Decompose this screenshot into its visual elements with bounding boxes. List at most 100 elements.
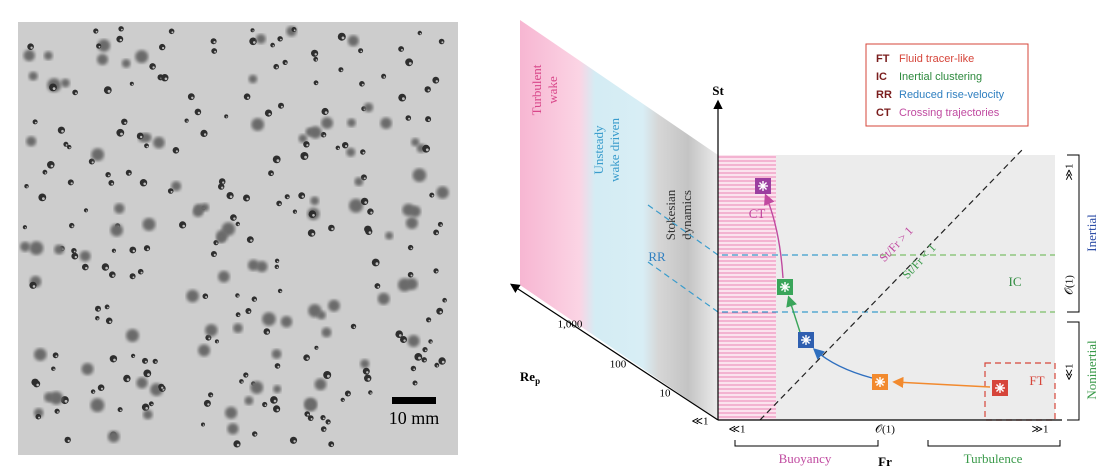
bubble [108,431,120,443]
bubble [36,414,42,420]
bubble-highlight [415,383,417,385]
bubble [30,241,44,255]
bubble-highlight [343,400,344,401]
bubble-highlight [425,350,427,352]
bubble [314,346,318,350]
bubble [50,391,63,404]
bubble [118,407,123,412]
bubble [273,64,279,70]
bubble [351,324,356,329]
bubble [140,179,147,186]
bubble [233,440,240,447]
bubble [262,402,267,407]
bubble [436,186,448,198]
bubble-highlight [399,334,402,337]
legend-abbr: FT [876,53,890,65]
bubble-highlight [338,148,340,150]
bubble [153,137,165,149]
bubble [262,312,276,326]
bubble [313,57,318,62]
bubble-highlight [267,331,269,333]
bubble [411,366,416,371]
bubble [310,196,319,205]
bubble-highlight [331,444,333,446]
bubble [300,152,308,160]
bubble-highlight [141,272,143,274]
bubble [348,35,359,46]
bubble [359,81,365,87]
bubble [422,347,427,352]
bubble [408,335,420,347]
bubble [338,67,343,72]
bubble-highlight [112,275,114,277]
bubble-highlight [155,361,157,363]
bubble-highlight [36,384,39,387]
bubble [61,79,70,88]
bubble-highlight [132,84,133,85]
x-axis-label: Fr [878,454,892,469]
bubble [91,389,95,393]
figure: 10 mm Turbulentwake Unsteadywake driven … [0,0,1105,470]
bubble-highlight [440,224,442,226]
bubble-highlight [124,122,126,124]
bubble-highlight [426,148,429,151]
bubble [71,253,78,260]
bubble-highlight [248,311,250,313]
bubble-highlight [86,210,87,211]
bubble-highlight [198,112,200,114]
bubble-highlight [280,39,282,41]
bubble [438,357,445,364]
bubble [236,222,240,226]
bubble [311,50,318,57]
bubble-highlight [324,429,326,431]
bubble [405,58,413,66]
bubble [29,72,38,81]
bubble-highlight [237,444,240,447]
bubble [275,363,281,369]
bubble [249,38,257,46]
bubble [27,43,34,50]
bubble-highlight [428,119,430,121]
bubble-highlight [325,111,328,114]
legend-abbr: RR [876,89,892,101]
bubble-highlight [370,212,372,214]
bubble-highlight [376,262,379,265]
bubble-highlight [254,299,256,301]
bubble-highlight [327,375,330,378]
bubble [204,400,211,407]
legend-label: Crossing trajectories [899,107,1000,119]
bubble [256,261,267,272]
bubble [186,290,199,303]
bubble [436,308,443,315]
bubble-highlight [255,434,257,436]
bubble-highlight [68,440,70,442]
bubble-highlight [216,242,218,244]
bubble [179,221,186,228]
bubble-highlight [53,87,56,90]
bubble [153,359,158,364]
bubble [91,398,105,412]
bubble [208,392,213,397]
bubble-highlight [369,231,372,234]
bubble [227,192,234,199]
bubble [149,63,156,70]
bubble [251,118,264,131]
bubble-highlight [161,387,163,389]
bubble-highlight [120,133,123,136]
bubble-highlight [363,152,365,154]
x-tick: 𝒪(1) [875,424,895,436]
bubble-highlight [377,286,379,288]
bubble-highlight [312,233,315,236]
bubble [65,437,71,443]
bubble-highlight [38,417,40,419]
bubble [142,358,148,364]
bubble-highlight [101,388,103,390]
bubble-highlight [348,393,350,395]
bubble-highlight [120,39,122,41]
bubble-highlight [96,31,98,33]
bubble [201,423,205,427]
bubble-highlight [311,418,313,420]
bubble-highlight [30,47,32,49]
bubble [38,194,46,202]
bubble [244,93,251,100]
